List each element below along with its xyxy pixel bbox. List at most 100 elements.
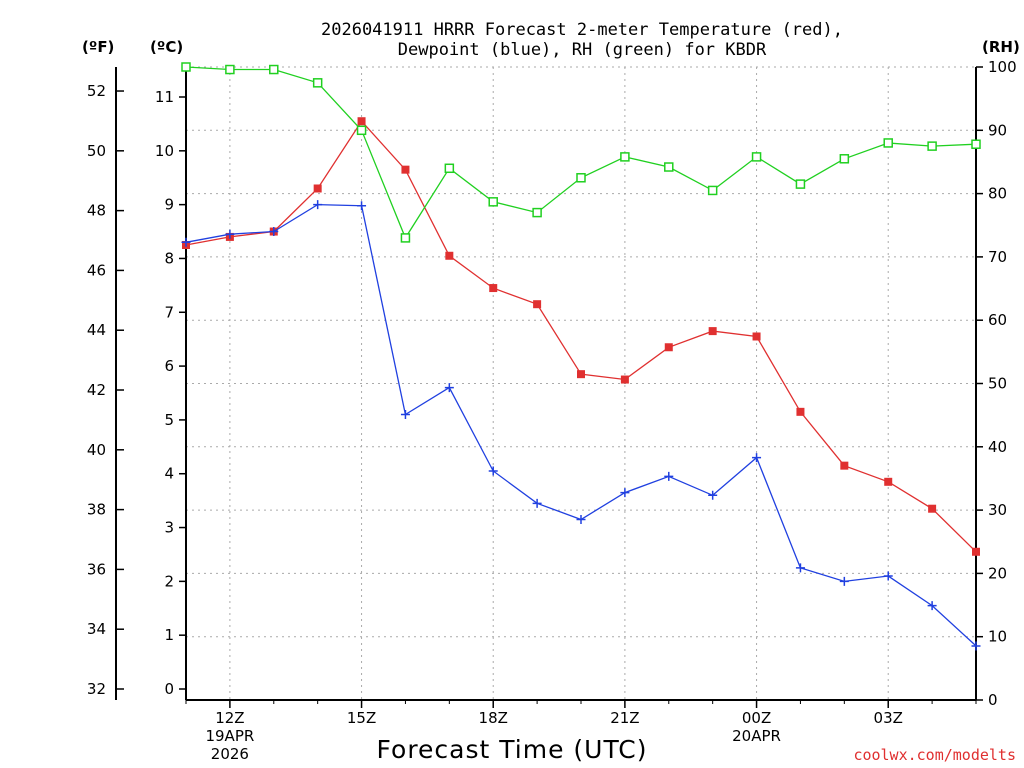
- x-tick-label: 20APR: [732, 727, 781, 745]
- rh-tick-label: 60: [988, 311, 1007, 329]
- 2-meter-temperature-point: [972, 547, 980, 556]
- rh-tick-label: 20: [988, 564, 1007, 582]
- chart-title: 2026041911 HRRR Forecast 2-meter Tempera…: [321, 20, 843, 60]
- dewpoint-point: [971, 641, 981, 651]
- x-tick-label: 21Z: [610, 709, 639, 727]
- rh-point: [620, 152, 630, 162]
- celsius-tick-label: 11: [155, 88, 174, 106]
- rh-point: [795, 179, 806, 189]
- x-tick-label: 2026: [211, 745, 249, 763]
- 2-meter-temperature-point: [401, 165, 410, 174]
- celsius-tick-label: 0: [164, 680, 174, 698]
- rh-point: [883, 138, 893, 148]
- 2-meter-temperature-point: [708, 327, 717, 336]
- 2-meter-temperature-line: [185, 120, 977, 553]
- fahrenheit-unit-label: (ºF): [82, 38, 114, 56]
- x-tick-label: 15Z: [347, 709, 376, 727]
- fahrenheit-tick-label: 50: [87, 142, 106, 160]
- rh-tick-label: 90: [988, 121, 1007, 139]
- x-axis-label: Forecast Time (UTC): [377, 735, 648, 764]
- 2-meter-temperature-point: [884, 477, 893, 486]
- 2-meter-temperature-point: [664, 343, 673, 352]
- dewpoint-point: [400, 410, 410, 420]
- rh-point: [181, 62, 191, 72]
- celsius-tick-label: 2: [164, 572, 174, 590]
- rh-point: [664, 162, 674, 172]
- celsius-tick-label: 10: [155, 142, 174, 160]
- rh-point: [927, 141, 937, 151]
- rh-tick-label: 40: [988, 438, 1007, 456]
- x-tick-label: 18Z: [479, 709, 508, 727]
- fahrenheit-tick-label: 46: [87, 261, 106, 279]
- rh-point: [707, 185, 718, 196]
- 2-meter-temperature-point: [577, 370, 585, 379]
- 2-meter-temperature-point: [840, 461, 849, 470]
- dewpoint-point: [532, 498, 542, 508]
- dewpoint-point: [576, 514, 586, 524]
- dewpoint-point: [313, 200, 323, 210]
- dewpoint-point: [664, 471, 674, 481]
- x-tick-label: 19APR: [205, 727, 254, 745]
- fahrenheit-tick-label: 42: [87, 381, 106, 399]
- dewpoint-point: [620, 488, 630, 498]
- dewpoint-line: [185, 203, 977, 647]
- dewpoint-point: [488, 466, 498, 476]
- chart-title-line-2: Dewpoint (blue), RH (green) for KBDR: [398, 40, 767, 60]
- celsius-tick-label: 3: [164, 519, 174, 537]
- rh-point: [444, 163, 455, 174]
- x-tick-label: 00Z: [742, 709, 771, 727]
- rh-point: [751, 152, 762, 162]
- rh-point: [400, 233, 411, 243]
- rh-tick-label: 0: [988, 691, 998, 709]
- fahrenheit-tick-label: 32: [87, 680, 106, 698]
- chart-title-line-1: 2026041911 HRRR Forecast 2-meter Tempera…: [321, 20, 843, 40]
- dewpoint-point: [181, 237, 191, 247]
- dewpoint-point: [927, 601, 937, 611]
- rh-point: [312, 78, 323, 88]
- 2-meter-temperature-point: [928, 504, 937, 513]
- celsius-tick-label: 7: [164, 303, 174, 321]
- fahrenheit-tick-label: 34: [87, 620, 106, 638]
- x-tick-label: 12Z: [215, 709, 244, 727]
- rh-tick-label: 30: [988, 501, 1007, 519]
- rh-point: [971, 139, 981, 149]
- data-series: [181, 62, 981, 651]
- dewpoint-point: [357, 201, 367, 211]
- rh-point: [225, 64, 235, 75]
- 2-meter-temperature-point: [489, 284, 498, 293]
- fahrenheit-tick-label: 48: [87, 202, 106, 220]
- rh-point: [269, 64, 279, 75]
- dewpoint-point: [708, 490, 718, 500]
- axes: 3234363840424446485052012345678910110102…: [87, 58, 1017, 763]
- rh-point: [532, 207, 542, 218]
- rh-tick-label: 70: [988, 248, 1007, 266]
- rh-tick-label: 50: [988, 375, 1007, 393]
- fahrenheit-tick-label: 38: [87, 501, 106, 519]
- 2-meter-temperature-point: [313, 184, 322, 193]
- 2-meter-temperature-point: [620, 375, 629, 384]
- celsius-tick-label: 1: [164, 626, 174, 644]
- celsius-tick-label: 4: [164, 465, 174, 483]
- fahrenheit-tick-label: 52: [87, 82, 106, 100]
- fahrenheit-tick-label: 44: [87, 321, 106, 339]
- dewpoint-point: [795, 563, 805, 573]
- dewpoint-point: [269, 227, 279, 237]
- grid-lines: [186, 66, 976, 700]
- x-tick-label: 03Z: [874, 709, 903, 727]
- celsius-tick-label: 8: [164, 249, 174, 267]
- credit-label: coolwx.com/modelts: [853, 746, 1016, 764]
- 2-meter-temperature-point: [357, 117, 366, 126]
- rh-point: [576, 173, 586, 183]
- 2-meter-temperature-point: [445, 251, 454, 260]
- 2-meter-temperature-point: [533, 300, 542, 309]
- celsius-unit-label: (ºC): [150, 38, 183, 56]
- rh-point: [839, 154, 850, 164]
- dewpoint-point: [225, 229, 235, 239]
- 2-meter-temperature-point: [752, 332, 761, 341]
- dewpoint-point: [752, 453, 762, 463]
- rh-point: [356, 125, 367, 136]
- celsius-tick-label: 6: [164, 357, 174, 375]
- celsius-tick-label: 5: [164, 411, 174, 429]
- rh-unit-label: (RH): [982, 38, 1020, 56]
